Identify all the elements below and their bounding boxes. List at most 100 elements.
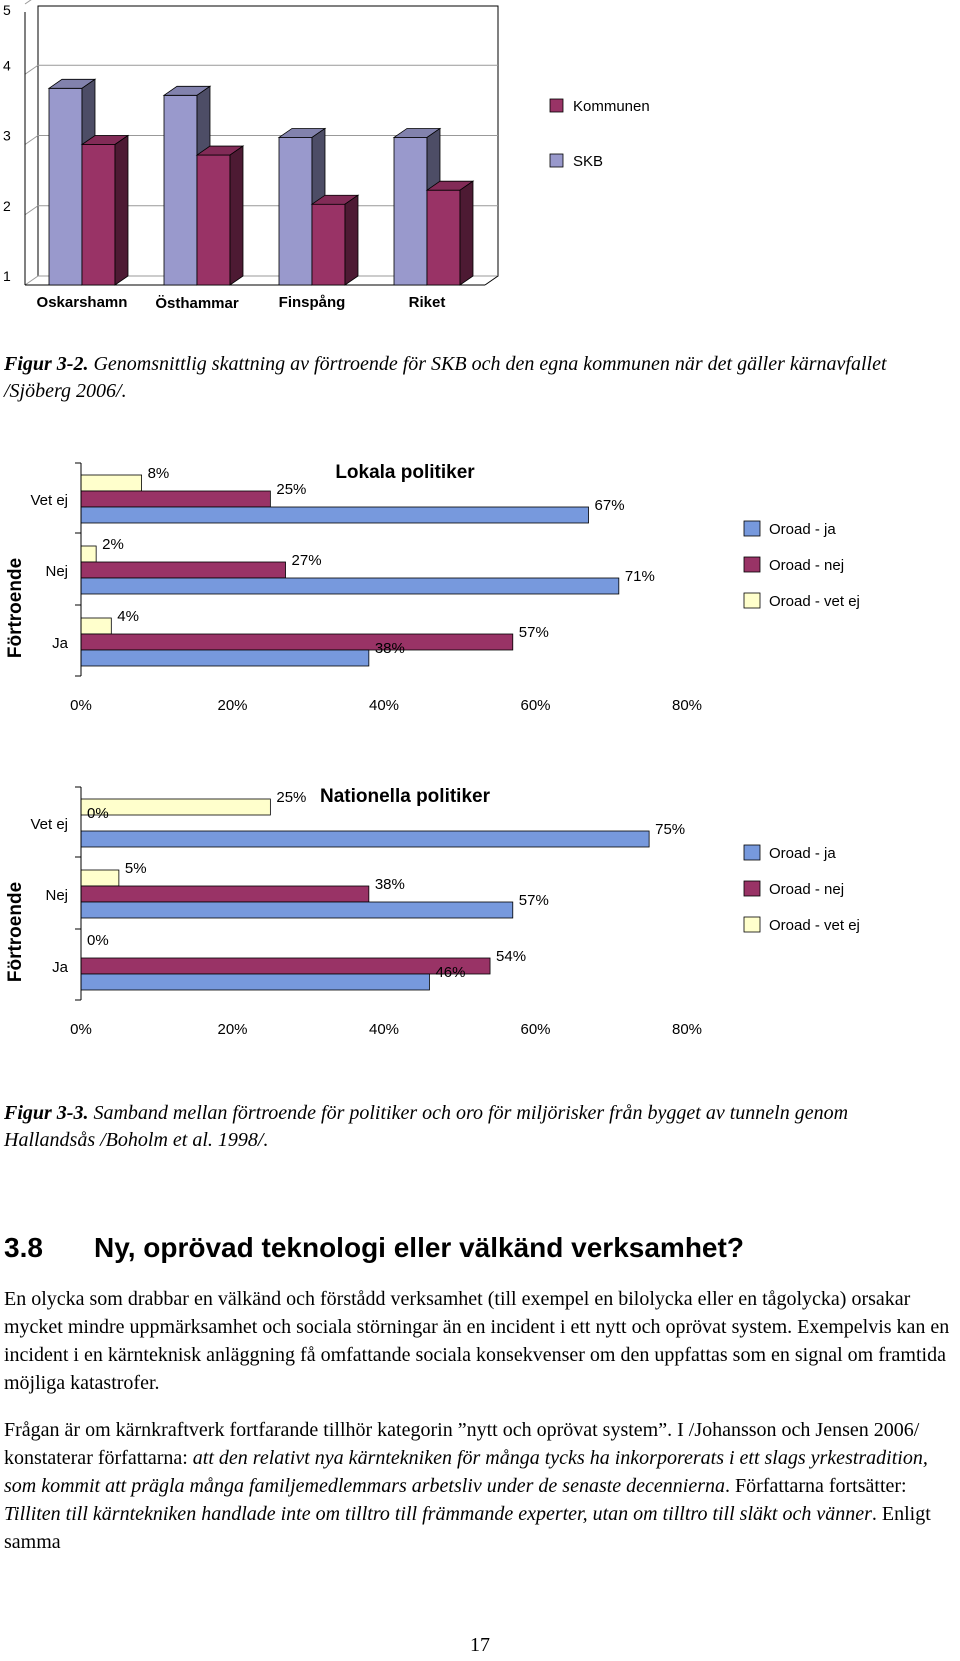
bar-oroad-ja: [80, 649, 370, 667]
x-tick-label: 60%: [520, 1021, 550, 1038]
grid-line-side: [24, 135, 39, 145]
x-tick-label: 60%: [520, 697, 550, 714]
bar-kommunen: [80, 134, 130, 286]
page-number: 17: [470, 1634, 490, 1656]
data-label: 38%: [375, 640, 405, 657]
y-axis-label: Förtroende: [5, 558, 26, 658]
bar-oroad-vetej: [80, 617, 112, 635]
x-tick-label: 20%: [217, 697, 247, 714]
category-label: Nej: [45, 887, 68, 904]
x-tick-label: Riket: [409, 294, 446, 311]
legend-swatch: [743, 880, 761, 897]
x-tick-label: 40%: [369, 1021, 399, 1038]
y-tick-label: 2: [3, 198, 11, 214]
x-tick-label: 40%: [369, 697, 399, 714]
x-tick-label: Finspång: [279, 294, 346, 311]
axes: [75, 786, 82, 1001]
legend: Oroad - ja Oroad - nej Oroad - vet ej: [743, 844, 860, 934]
section-number: 3.8: [4, 1232, 43, 1263]
data-label: 2%: [102, 536, 124, 553]
bars: [47, 78, 475, 286]
x-tick-label: 20%: [217, 1021, 247, 1038]
bar-oroad-vetej: [80, 474, 142, 492]
bar-oroad-ja: [80, 830, 650, 848]
bar-oroad-nej: [80, 490, 271, 508]
data-label: 5%: [125, 860, 147, 877]
x-tick-label: Östhammar: [155, 295, 239, 312]
bar-oroad-ja: [80, 506, 589, 524]
caption-text: Genomsnittlig skattning av förtroende fö…: [4, 353, 887, 402]
data-label: 57%: [519, 892, 549, 909]
legend: Kommunen SKB: [549, 98, 650, 170]
bar-chart-trust-rating: 1 2 3 4 5 Oskarshamn Östhammar Finspång Riket K…: [3, 0, 650, 312]
bars: [80, 798, 650, 991]
paragraph-text: . Författarna fortsätter:: [725, 1475, 907, 1497]
bar-oroad-vetej: [80, 798, 271, 816]
caption-label: Figur 3-3.: [4, 1102, 89, 1124]
chart-title: Lokala politiker: [335, 462, 475, 483]
bar-oroad-vetej: [80, 545, 97, 563]
legend-swatch: [743, 592, 761, 609]
data-label: 67%: [595, 497, 625, 514]
section-heading: 3.8 Ny, oprövad teknologi eller välkänd v…: [4, 1232, 744, 1264]
bar-oroad-nej: [80, 885, 370, 903]
legend-label-kommunen: Kommunen: [573, 98, 650, 115]
bar-oroad-ja: [80, 577, 620, 595]
bar-oroad-nej: [80, 957, 491, 975]
y-tick-label: 1: [3, 268, 11, 284]
category-labels: Vet ej Nej Ja: [30, 816, 68, 976]
hbar-chart-lokala-politiker: Lokala politiker Förtroende Vet ejNejJa …: [5, 462, 860, 714]
category-label: Nej: [45, 563, 68, 580]
legend-swatch-skb: [549, 153, 564, 168]
floor-edge: [484, 275, 499, 286]
paragraph-text: . Enligt samma: [4, 1503, 931, 1553]
x-tick-labels: 0% 20% 40% 60% 80%: [70, 1021, 702, 1038]
bar-kommunen: [310, 194, 360, 286]
legend-swatch: [743, 916, 761, 933]
legend: Oroad - ja Oroad - nej Oroad - vet ej: [743, 520, 860, 610]
data-label: 8%: [148, 465, 170, 482]
bar-skb: [277, 127, 327, 286]
section-title: Ny, oprövad teknologi eller välkänd verk…: [94, 1232, 744, 1263]
legend-label: Oroad - nej: [769, 881, 844, 898]
data-label: 57%: [519, 624, 549, 641]
legend-label: Oroad - vet ej: [769, 593, 860, 610]
data-label: 46%: [435, 964, 465, 981]
category-label: Ja: [52, 959, 69, 976]
body-paragraph-1: En olycka som drabbar en välkänd och för…: [4, 1288, 950, 1394]
grid-line-side: [24, 205, 39, 216]
legend-label: Oroad - nej: [769, 557, 844, 574]
bar-oroad-vetej: [80, 869, 120, 887]
figure-caption-3-3: Figur 3-3. Samband mellan förtroende för…: [4, 1100, 944, 1154]
legend-label-skb: SKB: [573, 153, 603, 170]
grid-line-side: [24, 64, 39, 75]
chart-title: Nationella politiker: [320, 786, 491, 807]
legend-swatch: [743, 844, 761, 861]
data-label: 25%: [276, 481, 306, 498]
bar-oroad-nej: [80, 633, 514, 651]
body-paragraph-2: Frågan är om kärnkraftverk fortfarande t…: [4, 1416, 954, 1556]
data-labels: 8% 25% 67% 2% 27% 71% 4% 57% 38%: [102, 465, 655, 657]
legend-swatch: [743, 556, 761, 573]
quote-text: Tilliten till kärntekniken handlade inte…: [4, 1503, 872, 1525]
paragraph-text: Frågan är om kärnkraftverk fortfarande t…: [4, 1419, 920, 1469]
bar-kommunen: [195, 145, 245, 286]
x-tick-label: 80%: [672, 697, 702, 714]
data-labels: 25% 0% 75% 5% 38% 57% 0% 54% 46%: [87, 789, 685, 981]
data-label: 54%: [496, 948, 526, 965]
data-label: 0%: [87, 805, 109, 822]
legend-label: Oroad - ja: [769, 845, 836, 862]
data-label: 0%: [87, 932, 109, 949]
x-tick-labels: 0% 20% 40% 60% 80%: [70, 697, 702, 714]
y-tick-label: 5: [3, 2, 11, 18]
legend-label: Oroad - ja: [769, 521, 836, 538]
x-tick-labels: Oskarshamn Östhammar Finspång Riket: [37, 294, 446, 312]
bars: [80, 474, 620, 667]
bar-oroad-ja: [80, 973, 430, 991]
data-label: 75%: [655, 821, 685, 838]
data-label: 27%: [292, 552, 322, 569]
category-label: Ja: [52, 635, 69, 652]
grid-line-side: [24, 0, 32, 5]
legend-label: Oroad - vet ej: [769, 917, 860, 934]
x-tick-label: 0%: [70, 1021, 92, 1038]
